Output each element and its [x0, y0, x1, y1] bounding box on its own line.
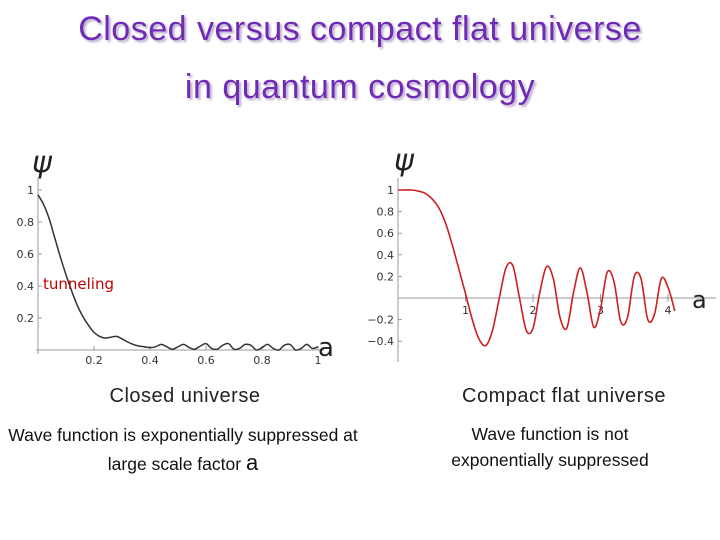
- y-tick-label: 1: [27, 184, 34, 197]
- closed-universe-note-text: Wave function is exponentially suppresse…: [8, 425, 358, 474]
- compact-flat-universe-chart: ψ a −0.4 −0.2 0.2 0.4 0.6 0.8 1 1 2 3 4: [362, 140, 720, 372]
- compact-flat-universe-note: Wave function is not exponentially suppr…: [380, 421, 720, 473]
- x-tick-label: 1: [462, 304, 469, 317]
- y-tick-label: 0.4: [17, 280, 35, 293]
- y-tick-label: 1: [387, 184, 394, 197]
- slide-title-line-1: Closed versus compact flat universe: [78, 10, 642, 48]
- y-tick-label: 0.6: [377, 227, 395, 240]
- x-tick-label: 2: [530, 304, 537, 317]
- compact-flat-note-line-2: exponentially suppressed: [451, 450, 649, 470]
- y-tick-label: 0.2: [17, 312, 35, 325]
- wave-function-line: [398, 189, 676, 347]
- x-tick-label: 1: [315, 354, 322, 367]
- x-tick-label: 0.2: [85, 354, 103, 367]
- closed-universe-plot: ψ a 0.2 0.4 0.6 0.8 1 0.2 0.4 0.6 0.8 1 tunneling: [17, 145, 334, 367]
- wave-function-line: [37, 194, 319, 351]
- x-tick-label: 0.4: [141, 354, 159, 367]
- y-tick-label: 0.6: [17, 248, 35, 261]
- y-axis-label: ψ: [394, 143, 415, 178]
- y-tick-label: 0.8: [377, 206, 395, 219]
- closed-universe-note: Wave function is exponentially suppresse…: [8, 421, 358, 478]
- closed-universe-caption: Closed universe: [109, 385, 261, 407]
- x-tick-label: 4: [665, 304, 672, 317]
- compact-flat-universe-caption: Compact flat universe: [462, 385, 666, 407]
- y-axis-label: ψ: [32, 145, 53, 180]
- y-tick-label: −0.4: [367, 335, 394, 348]
- y-tick-label: −0.2: [367, 314, 394, 327]
- compact-flat-universe-plot: ψa−0.4−0.20.20.40.60.811 2 3 4: [367, 143, 716, 362]
- x-axis-label: a: [318, 333, 334, 363]
- scale-factor-symbol: a: [245, 450, 259, 475]
- x-tick-label: 0.6: [197, 354, 215, 367]
- x-tick-label: 0.8: [253, 354, 271, 367]
- slide-title-line-2: in quantum cosmology: [184, 68, 536, 106]
- y-tick-label: 0.8: [17, 216, 35, 229]
- compact-flat-note-line-1: Wave function is not: [471, 424, 629, 444]
- y-tick-label: 0.2: [377, 270, 395, 283]
- tunneling-annotation: tunneling: [43, 275, 114, 293]
- closed-universe-chart: ψ a 0.2 0.4 0.6 0.8 1 0.2 0.4 0.6 0.8 1 tunneling: [0, 140, 360, 372]
- x-axis-label: a: [692, 286, 707, 314]
- y-tick-label: 0.4: [377, 249, 395, 262]
